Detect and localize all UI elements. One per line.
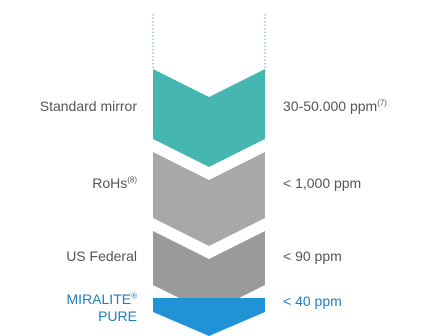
level-label-standard-mirror: Standard mirror: [40, 98, 137, 115]
level-value-miralite-pure: < 40 ppm: [283, 293, 342, 310]
registered-mark: ®: [131, 291, 137, 301]
chevron-miralite-pure-body: [153, 298, 265, 336]
chevron-rohs: [153, 152, 265, 246]
us-federal-value: < 90 ppm: [283, 248, 342, 264]
level-label-rohs: RoHs(8): [92, 175, 137, 192]
chevron-standard-mirror: [153, 69, 265, 167]
level-value-rohs: < 1,000 ppm: [283, 175, 361, 192]
level-label-miralite-pure: MIRALITE® PURE: [67, 291, 137, 325]
chevron-us-federal: [153, 231, 265, 313]
miralite-label: MIRALITE: [66, 291, 132, 307]
rohs-footnote: (8): [127, 175, 137, 185]
level-label-us-federal: US Federal: [66, 248, 137, 265]
us-federal-label: US Federal: [66, 248, 137, 264]
level-value-us-federal: < 90 ppm: [283, 248, 342, 265]
standard-mirror-value: 30-50.000 ppm: [283, 98, 378, 114]
rohs-label: RoHs: [92, 175, 128, 191]
rohs-value: < 1,000 ppm: [283, 175, 362, 191]
level-value-standard-mirror: 30-50.000 ppm(7): [283, 98, 387, 115]
pure-label: PURE: [98, 308, 137, 324]
standard-mirror-label: Standard mirror: [39, 98, 137, 114]
miralite-pure-value: < 40 ppm: [283, 293, 342, 309]
standard-mirror-footnote: (7): [377, 98, 387, 108]
